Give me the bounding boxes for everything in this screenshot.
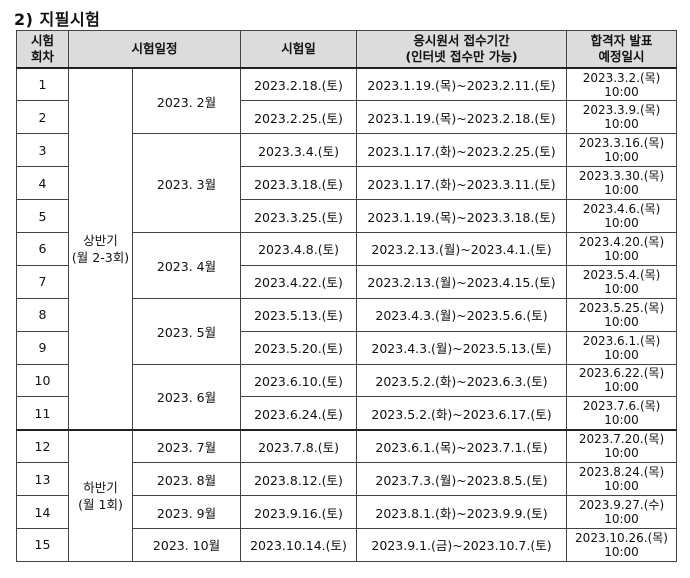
table-row: 3 2023. 3월 2023.3.4.(토) 2023.1.17.(화)~20… bbox=[16, 133, 678, 233]
exam-date-cell: 2023.10.14.(토) bbox=[240, 527, 358, 562]
round-cell: 2 bbox=[16, 100, 69, 135]
announce-cell: 2023.5.25.(목) 10:00 bbox=[566, 297, 678, 332]
table-row: 9 2023.5.20.(토) 2023.4.3.(월)~2023.5.13.(… bbox=[16, 330, 678, 365]
announce-cell: 2023.7.6.(목) 10:00 bbox=[566, 396, 678, 431]
month-cell: 2023. 2월 bbox=[131, 67, 242, 135]
exam-date-cell: 2023.4.22.(토) bbox=[240, 264, 358, 299]
exam-date-cell: 2023.6.24.(토) bbox=[240, 396, 358, 431]
exam-date-cell: 2023.9.16.(토) bbox=[240, 495, 358, 529]
header-round: 시험 회차 bbox=[16, 30, 69, 69]
round-cell: 14 bbox=[16, 495, 69, 529]
exam-date-cell: 2023.4.8.(토) bbox=[240, 231, 358, 266]
announce-cell: 2023.3.16.(목) 10:00 bbox=[566, 133, 678, 168]
table-row: 15 2023. 10월 2023.10.14.(토) 2023.9.1.(금)… bbox=[16, 527, 678, 562]
round-cell: 11 bbox=[16, 396, 69, 431]
header-exam-date: 시험일 bbox=[240, 30, 358, 69]
month-cell: 2023. 3월 bbox=[131, 133, 242, 233]
exam-date-cell: 2023.2.18.(토) bbox=[240, 67, 358, 102]
month-cell: 2023. 10월 bbox=[131, 527, 242, 562]
section-heading: 2) 지필시험 bbox=[14, 10, 101, 29]
month-cell: 2023. 9월 bbox=[131, 495, 242, 529]
announce-cell: 2023.3.30.(목) 10:00 bbox=[566, 166, 678, 201]
exam-date-cell: 2023.3.25.(토) bbox=[240, 199, 358, 233]
table-row: 14 2023. 9월 2023.9.16.(토) 2023.8.1.(화)~2… bbox=[16, 495, 678, 529]
month-cell: 2023. 7월 bbox=[131, 428, 242, 464]
application-cell: 2023.1.19.(목)~2023.2.11.(토) bbox=[356, 67, 568, 102]
application-cell: 2023.1.19.(목)~2023.3.18.(토) bbox=[356, 199, 568, 233]
exam-date-cell: 2023.5.20.(토) bbox=[240, 330, 358, 365]
announce-cell: 2023.3.2.(목) 10:00 bbox=[566, 67, 678, 102]
exam-date-cell: 2023.5.13.(토) bbox=[240, 297, 358, 332]
announce-cell: 2023.4.20.(목) 10:00 bbox=[566, 231, 678, 266]
exam-date-cell: 2023.8.12.(토) bbox=[240, 462, 358, 497]
application-cell: 2023.4.3.(월)~2023.5.13.(토) bbox=[356, 330, 568, 365]
round-cell: 3 bbox=[16, 133, 69, 168]
table-row: 8 2023. 5월 2023.5.13.(토) 2023.4.3.(월)~20… bbox=[16, 297, 678, 365]
half-first: 상반기 (월 2-3회) bbox=[68, 67, 133, 431]
table-row: 7 2023.4.22.(토) 2023.2.13.(월)~2023.4.15.… bbox=[16, 264, 678, 299]
table-row: 12 하반기 (월 1회) 2023. 7월 2023.7.8.(토) 2023.… bbox=[16, 428, 678, 562]
application-cell: 2023.1.17.(화)~2023.2.25.(토) bbox=[356, 133, 568, 168]
table-row: 5 2023.3.25.(토) 2023.1.19.(목)~2023.3.18.… bbox=[16, 199, 678, 233]
announce-cell: 2023.6.1.(목) 10:00 bbox=[566, 330, 678, 365]
table-header-row: 시험 회차 시험일정 시험일 응시원서 접수기간 (인터넷 접수만 가능) 합격자 … bbox=[16, 30, 678, 69]
round-cell: 15 bbox=[16, 527, 69, 562]
exam-schedule-table: 시험 회차 시험일정 시험일 응시원서 접수기간 (인터넷 접수만 가능) 합격자 … bbox=[16, 30, 678, 562]
round-cell: 12 bbox=[16, 428, 69, 464]
application-cell: 2023.2.13.(월)~2023.4.1.(토) bbox=[356, 231, 568, 266]
announce-cell: 2023.6.22.(목) 10:00 bbox=[566, 363, 678, 398]
application-cell: 2023.1.19.(목)~2023.2.18.(토) bbox=[356, 100, 568, 135]
round-cell: 7 bbox=[16, 264, 69, 299]
exam-date-cell: 2023.7.8.(토) bbox=[240, 428, 358, 464]
announce-cell: 2023.10.26.(목) 10:00 bbox=[566, 527, 678, 562]
month-cell: 2023. 4월 bbox=[131, 231, 242, 299]
announce-cell: 2023.3.9.(목) 10:00 bbox=[566, 100, 678, 135]
round-cell: 13 bbox=[16, 462, 69, 497]
exam-date-cell: 2023.3.4.(토) bbox=[240, 133, 358, 168]
exam-date-cell: 2023.3.18.(토) bbox=[240, 166, 358, 201]
table-row: 1 상반기 (월 2-3회) 2023. 2월 2023.2.18.(토) 202… bbox=[16, 67, 678, 431]
announce-cell: 2023.8.24.(목) 10:00 bbox=[566, 462, 678, 497]
table-row: 10 2023. 6월 2023.6.10.(토) 2023.5.2.(화)~2… bbox=[16, 363, 678, 431]
application-cell: 2023.9.1.(금)~2023.10.7.(토) bbox=[356, 527, 568, 562]
application-cell: 2023.8.1.(화)~2023.9.9.(토) bbox=[356, 495, 568, 529]
round-cell: 9 bbox=[16, 330, 69, 365]
table-row: 6 2023. 4월 2023.4.8.(토) 2023.2.13.(월)~20… bbox=[16, 231, 678, 299]
announce-cell: 2023.9.27.(수) 10:00 bbox=[566, 495, 678, 529]
header-application-period: 응시원서 접수기간 (인터넷 접수만 가능) bbox=[356, 30, 568, 69]
announce-cell: 2023.7.20.(목) 10:00 bbox=[566, 428, 678, 464]
exam-date-cell: 2023.2.25.(토) bbox=[240, 100, 358, 135]
round-cell: 4 bbox=[16, 166, 69, 201]
header-schedule: 시험일정 bbox=[67, 30, 242, 69]
application-cell: 2023.5.2.(화)~2023.6.17.(토) bbox=[356, 396, 568, 431]
month-cell: 2023. 8월 bbox=[131, 462, 242, 497]
round-cell: 6 bbox=[16, 231, 69, 266]
month-cell: 2023. 6월 bbox=[131, 363, 242, 431]
application-cell: 2023.2.13.(월)~2023.4.15.(토) bbox=[356, 264, 568, 299]
round-cell: 5 bbox=[16, 199, 69, 233]
month-cell: 2023. 5월 bbox=[131, 297, 242, 365]
half-second: 하반기 (월 1회) bbox=[68, 428, 133, 562]
table-row: 13 2023. 8월 2023.8.12.(토) 2023.7.3.(월)~2… bbox=[16, 462, 678, 497]
application-cell: 2023.5.2.(화)~2023.6.3.(토) bbox=[356, 363, 568, 398]
round-cell: 1 bbox=[16, 67, 69, 102]
announce-cell: 2023.4.6.(목) 10:00 bbox=[566, 199, 678, 233]
exam-date-cell: 2023.6.10.(토) bbox=[240, 363, 358, 398]
header-announcement: 합격자 발표 예정일시 bbox=[566, 30, 678, 69]
table-row: 2 2023.2.25.(토) 2023.1.19.(목)~2023.2.18.… bbox=[16, 100, 678, 135]
announce-cell: 2023.5.4.(목) 10:00 bbox=[566, 264, 678, 299]
application-cell: 2023.7.3.(월)~2023.8.5.(토) bbox=[356, 462, 568, 497]
round-cell: 8 bbox=[16, 297, 69, 332]
round-cell: 10 bbox=[16, 363, 69, 398]
application-cell: 2023.1.17.(화)~2023.3.11.(토) bbox=[356, 166, 568, 201]
application-cell: 2023.6.1.(목)~2023.7.1.(토) bbox=[356, 428, 568, 464]
application-cell: 2023.4.3.(월)~2023.5.6.(토) bbox=[356, 297, 568, 332]
